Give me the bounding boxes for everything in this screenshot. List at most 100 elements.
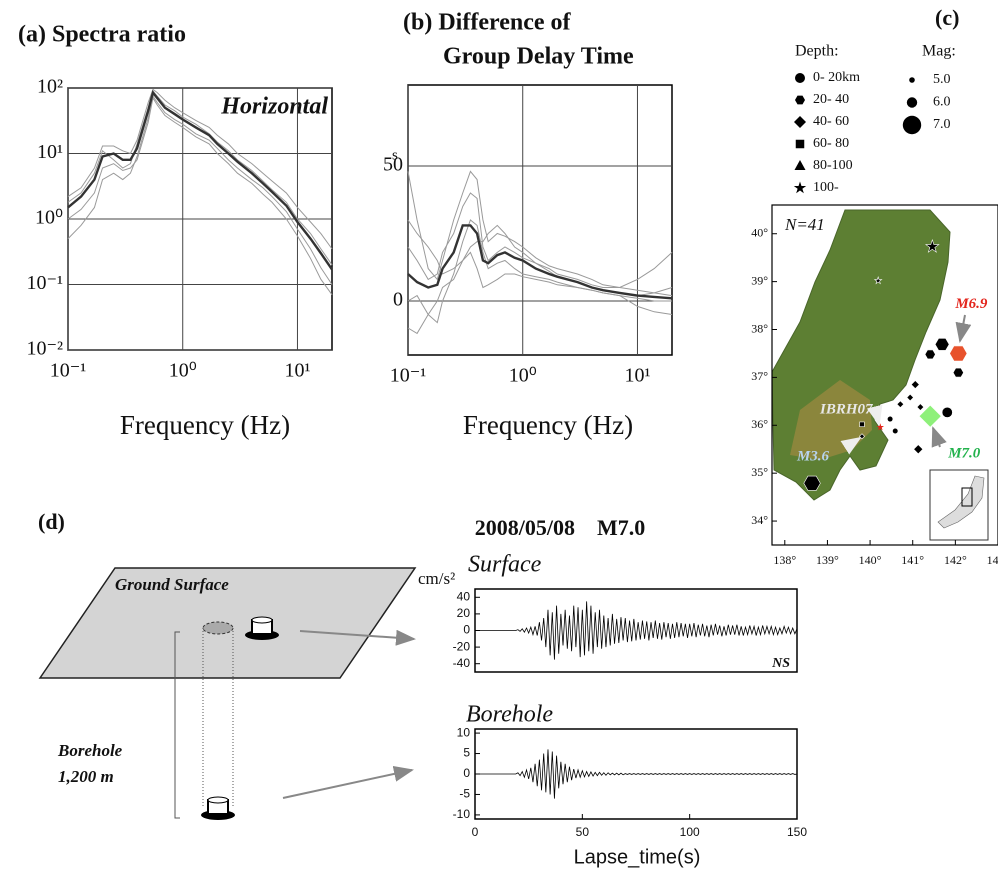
legend-symbol — [795, 95, 805, 105]
event — [913, 444, 924, 455]
y-tick-label: 0 — [463, 623, 470, 637]
legend-symbol — [795, 139, 805, 149]
x-tick-label: 139° — [816, 553, 839, 567]
x-axis-label: Lapse_time(s) — [574, 846, 701, 868]
legend-label: 80-100 — [813, 158, 853, 173]
count-label: N=41 — [784, 215, 825, 234]
event-label: M3.6 — [796, 449, 830, 465]
x-tick-label: 10¹ — [624, 365, 650, 387]
event — [887, 415, 894, 423]
y-tick-label: -20 — [453, 639, 471, 653]
arrow — [840, 436, 862, 455]
x-tick-label: 10⁰ — [509, 365, 537, 387]
surface-sensor — [245, 616, 279, 640]
legend-symbol — [794, 116, 806, 128]
y-tick-label: -10 — [453, 807, 471, 821]
series-line — [475, 601, 798, 660]
x-tick-label: 10¹ — [284, 360, 310, 382]
x-tick-label: 140° — [859, 553, 882, 567]
series-line — [67, 94, 333, 285]
event — [924, 349, 936, 360]
y-tick-label: 0 — [393, 289, 403, 311]
x-tick-label: 10⁻¹ — [390, 365, 427, 387]
event — [941, 406, 953, 418]
legend-label: 60- 80 — [813, 136, 849, 151]
legend-symbol — [794, 160, 806, 170]
borehole-sensor — [201, 796, 235, 820]
x-tick-label: 141° — [901, 553, 924, 567]
y-tick-label: 39° — [751, 273, 768, 287]
event — [892, 427, 899, 435]
series-line — [407, 170, 673, 297]
annotation: Horizontal — [220, 94, 328, 120]
event — [949, 345, 968, 362]
title: (b) Difference of — [403, 10, 571, 36]
x-tick-label: 50 — [576, 825, 590, 839]
y-tick-label: -5 — [459, 787, 470, 801]
event — [910, 380, 920, 390]
arrow — [282, 766, 414, 799]
legend-label: 0- 20km — [813, 70, 860, 85]
event — [906, 393, 914, 402]
y-tick-label: 35° — [751, 465, 768, 479]
y-tick-label: 40 — [457, 589, 471, 603]
y-tick-label: 10² — [37, 76, 63, 98]
x-tick-label: 138° — [773, 553, 796, 567]
bracket — [174, 631, 180, 819]
legend-title: Mag: — [922, 43, 956, 60]
title: 2008/05/08 M7.0 — [475, 515, 646, 540]
y-tick-label: 0 — [463, 766, 470, 780]
x-axis-label: Frequency (Hz) — [120, 410, 290, 440]
event — [916, 403, 925, 411]
x-tick-label: 100 — [680, 825, 700, 839]
y-tick-label: 10⁻² — [26, 338, 63, 360]
series-line — [67, 88, 333, 250]
y-tick-label: 10⁰ — [35, 207, 63, 229]
arrow — [866, 404, 883, 426]
event — [952, 367, 964, 378]
surface-label: Ground Surface — [115, 575, 229, 594]
legend-label: 20- 40 — [813, 92, 849, 107]
x-tick-label: 10⁻¹ — [50, 360, 87, 382]
event — [873, 276, 883, 285]
y-tick-label: 10⁻¹ — [26, 272, 63, 294]
series-line — [407, 224, 673, 300]
series-line — [67, 89, 333, 271]
event-label: M6.9 — [954, 296, 988, 312]
borehole-top — [202, 621, 234, 635]
legend-symbol — [906, 97, 918, 108]
event — [858, 433, 865, 440]
annotation: NS — [771, 656, 790, 671]
event — [924, 238, 940, 253]
borehole-label: Borehole — [57, 741, 123, 760]
y-tick-label: 37° — [751, 369, 768, 383]
borehole-label: 1,200 m — [58, 767, 114, 786]
panel-label: (d) — [38, 509, 65, 534]
arrow — [931, 426, 947, 448]
legend-label: 100- — [813, 180, 839, 195]
event — [918, 404, 942, 428]
legend-label: 5.0 — [933, 72, 951, 87]
event — [803, 475, 821, 491]
x-tick-label: 142° — [944, 553, 967, 567]
series-line — [475, 749, 798, 799]
arrow — [299, 629, 416, 646]
series-line — [67, 96, 333, 295]
plot-frame — [771, 204, 998, 546]
x-tick-label: 10⁰ — [169, 360, 197, 382]
x-tick-label: 0 — [472, 825, 479, 839]
x-tick-label: 143° — [987, 553, 998, 567]
y-tick-label: 10¹ — [37, 141, 63, 163]
subtitle: Surface — [468, 552, 542, 578]
plot-frame — [407, 84, 673, 356]
series-line — [67, 89, 333, 266]
legend-symbol — [902, 115, 922, 135]
station — [876, 423, 885, 431]
y-tick-label: 40° — [751, 225, 768, 239]
y-tick-label: 10 — [457, 725, 471, 739]
event — [934, 337, 950, 351]
legend-label: 40- 60 — [813, 114, 849, 129]
y-unit: s — [392, 147, 398, 163]
x-tick-label: 150 — [787, 825, 807, 839]
